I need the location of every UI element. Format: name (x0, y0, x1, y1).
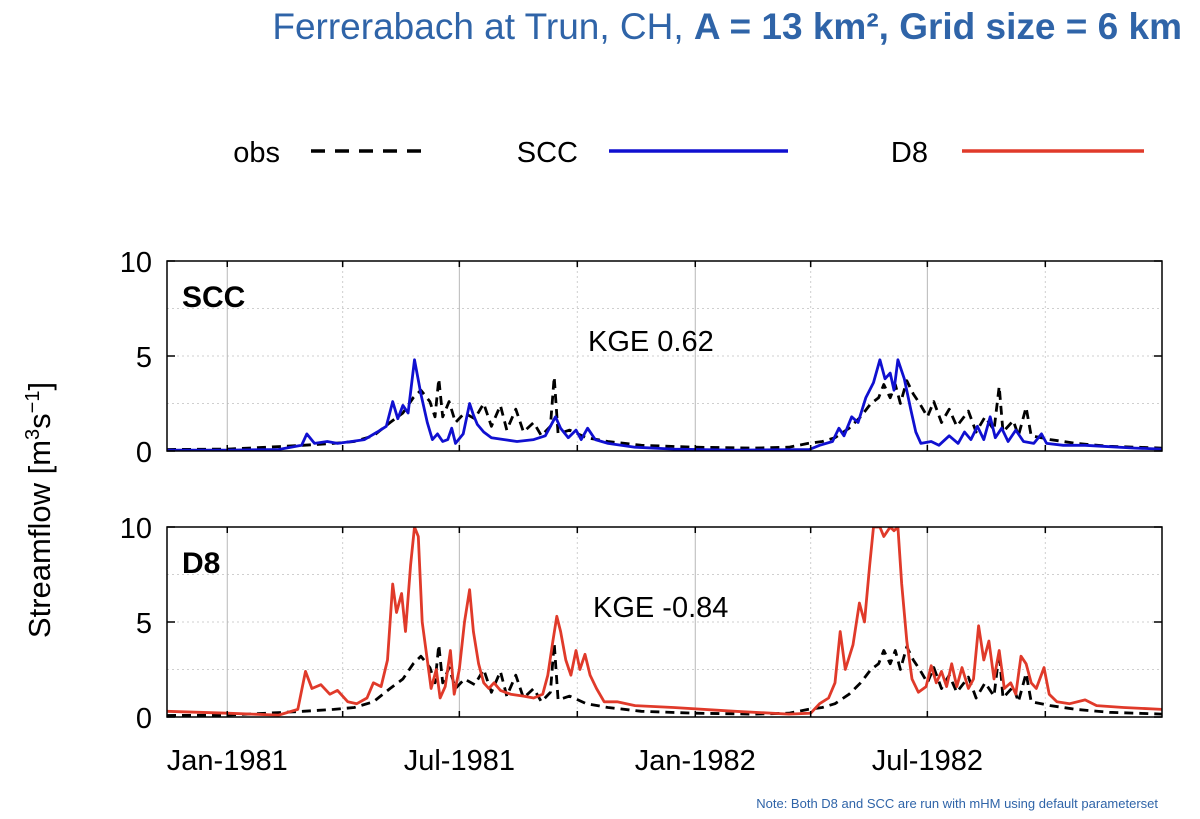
x-tick-label: Jan-1982 (635, 745, 756, 777)
panel-label: SCC (182, 281, 245, 314)
kge-annotation: KGE -0.84 (593, 592, 728, 624)
series-line-obs (167, 641, 1162, 717)
x-axis-ticks: Jan-1981 Jul-1981 Jan-1982 Jul-1982 (167, 745, 983, 777)
x-tick-label: Jul-1981 (404, 745, 515, 777)
legend-label-scc: SCC (517, 137, 578, 169)
chart-panels: 0 5 10 SCC KGE 0.62 0 5 10 D8 KGE -0.84 (120, 247, 1163, 735)
x-tick-label: Jul-1982 (872, 745, 983, 777)
legend-label-d8: D8 (891, 137, 928, 169)
scc-panel: 0 5 10 SCC KGE 0.62 (120, 247, 1163, 469)
y-tick-label: 10 (120, 247, 152, 279)
panel-label: D8 (182, 547, 220, 580)
chart-legend: obs SCC D8 (233, 137, 1144, 169)
y-tick-label: 0 (136, 437, 152, 469)
x-tick-label: Jan-1981 (167, 745, 288, 777)
y-tick-label: 10 (120, 513, 152, 545)
series-line-d8 (167, 527, 1162, 717)
title-basin-info: A = 13 km², Grid size = 6 km (693, 6, 1182, 47)
d8-panel: 0 5 10 D8 KGE -0.84 (120, 513, 1163, 735)
y-tick-label: 0 (136, 703, 152, 735)
y-axis-label: Streamflow [m3s−1] (22, 382, 57, 638)
kge-annotation: KGE 0.62 (588, 326, 714, 358)
series-line-obs (167, 375, 1162, 451)
title-location: Ferrerabach at Trun, CH, (272, 6, 694, 47)
series-line-scc (167, 358, 1162, 451)
y-tick-label: 5 (136, 342, 152, 374)
footnote: Note: Both D8 and SCC are run with mHM u… (756, 796, 1158, 811)
legend-label-obs: obs (233, 137, 280, 169)
y-tick-label: 5 (136, 608, 152, 640)
page-title: Ferrerabach at Trun, CH, A = 13 km², Gri… (0, 6, 1182, 48)
